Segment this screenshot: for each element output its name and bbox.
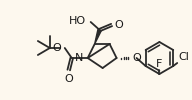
Text: HO: HO xyxy=(69,16,86,26)
Text: O: O xyxy=(52,43,61,53)
Text: Cl: Cl xyxy=(178,52,189,62)
Polygon shape xyxy=(95,29,101,44)
Text: N: N xyxy=(75,53,84,63)
Text: O: O xyxy=(115,20,123,30)
Text: O: O xyxy=(64,74,73,84)
Text: O: O xyxy=(132,53,141,63)
Text: F: F xyxy=(156,59,163,69)
